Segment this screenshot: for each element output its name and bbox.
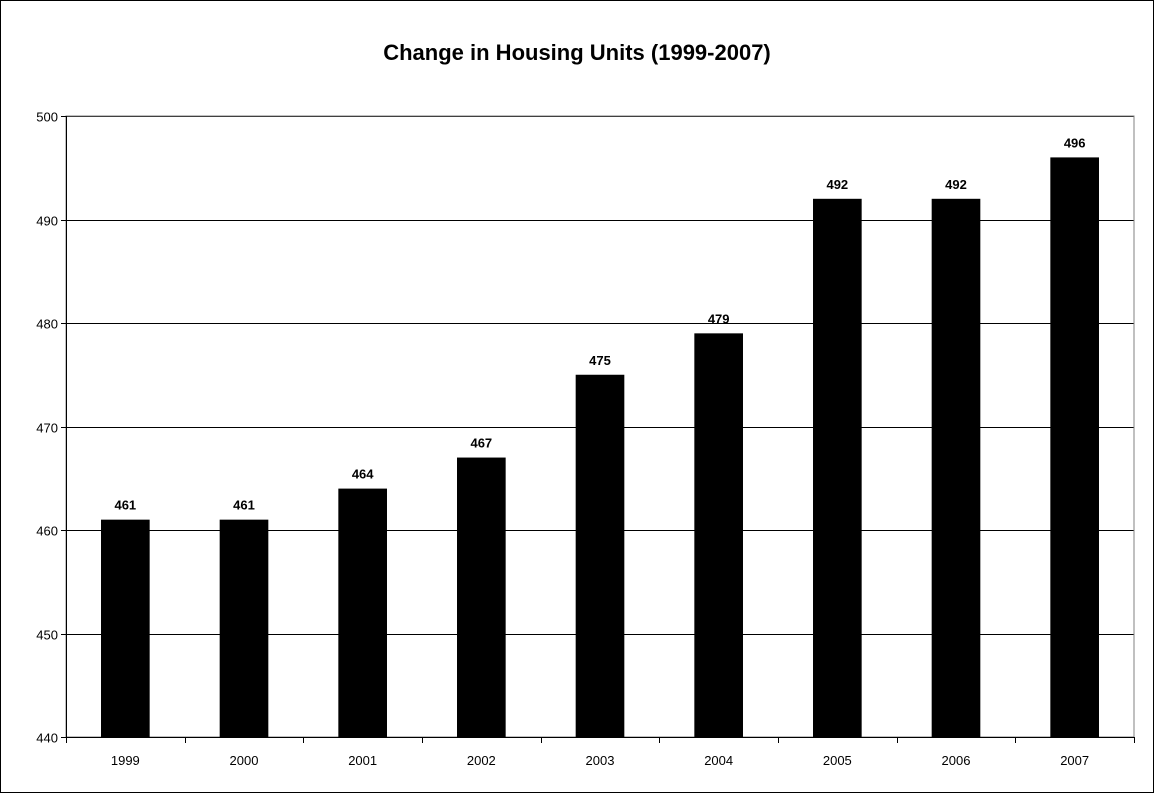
x-tick-label-2004: 2004 — [704, 753, 733, 768]
x-tick-label-1999: 1999 — [111, 753, 140, 768]
data-labels: 461 461 464 467 475 479 492 492 496 — [114, 135, 1085, 512]
data-label-2002: 467 — [470, 436, 492, 451]
bar-2007 — [1050, 157, 1099, 737]
y-tick-label: 480 — [36, 317, 58, 332]
data-label-1999: 461 — [114, 498, 136, 513]
data-label-2004: 479 — [708, 311, 730, 326]
bar-2002 — [457, 457, 506, 737]
y-tick-label: 450 — [36, 628, 58, 643]
bar-2001 — [338, 488, 387, 737]
data-label-2003: 475 — [589, 353, 611, 368]
data-label-2000: 461 — [233, 498, 255, 513]
x-tick-label-2001: 2001 — [348, 753, 377, 768]
bar-2004 — [694, 333, 743, 737]
y-tick-label: 490 — [36, 214, 58, 229]
x-tick-label-2003: 2003 — [586, 753, 615, 768]
x-tick-label-2007: 2007 — [1060, 753, 1089, 768]
data-label-2006: 492 — [945, 177, 967, 192]
data-label-2005: 492 — [826, 177, 848, 192]
bar-2000 — [219, 519, 269, 737]
x-tick-label-2000: 2000 — [230, 753, 259, 768]
bar-2003 — [575, 374, 625, 737]
chart-title: Change in Housing Units (1999-2007) — [383, 40, 771, 65]
bar-1999 — [101, 519, 150, 737]
y-tick-label: 470 — [36, 421, 58, 436]
bar-2005 — [813, 198, 862, 738]
data-label-2001: 464 — [352, 467, 374, 482]
axes: 440 450 460 470 480 490 500 1999 2000 2001 2002 200… — [36, 110, 1135, 768]
y-tick-label: 460 — [36, 524, 58, 539]
x-tick-label-2005: 2005 — [823, 753, 852, 768]
y-tick-label: 440 — [36, 731, 58, 746]
x-tick-label-2006: 2006 — [942, 753, 971, 768]
bars — [101, 157, 1099, 738]
bar-2006 — [931, 198, 981, 738]
data-label-2007: 496 — [1064, 135, 1086, 150]
y-tick-label: 500 — [36, 110, 58, 125]
x-tick-label-2002: 2002 — [467, 753, 496, 768]
